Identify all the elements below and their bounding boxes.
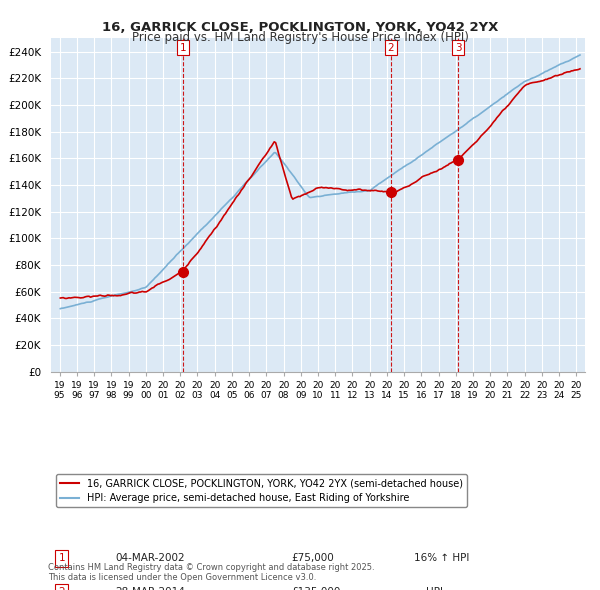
Text: ≈ HPI: ≈ HPI (414, 586, 443, 590)
Text: 1: 1 (58, 553, 65, 563)
Text: 04-MAR-2002: 04-MAR-2002 (115, 553, 185, 563)
Text: 16, GARRICK CLOSE, POCKLINGTON, YORK, YO42 2YX: 16, GARRICK CLOSE, POCKLINGTON, YORK, YO… (102, 21, 498, 34)
Text: 16% ↑ HPI: 16% ↑ HPI (414, 553, 469, 563)
Text: £135,000: £135,000 (292, 586, 341, 590)
Legend: 16, GARRICK CLOSE, POCKLINGTON, YORK, YO42 2YX (semi-detached house), HPI: Avera: 16, GARRICK CLOSE, POCKLINGTON, YORK, YO… (56, 474, 467, 507)
Text: 2: 2 (58, 586, 65, 590)
Text: 3: 3 (455, 42, 462, 53)
Text: £75,000: £75,000 (292, 553, 334, 563)
Text: Price paid vs. HM Land Registry's House Price Index (HPI): Price paid vs. HM Land Registry's House … (131, 31, 469, 44)
Text: 1: 1 (180, 42, 187, 53)
Text: 28-MAR-2014: 28-MAR-2014 (115, 586, 185, 590)
Text: 2: 2 (388, 42, 394, 53)
Text: Contains HM Land Registry data © Crown copyright and database right 2025.
This d: Contains HM Land Registry data © Crown c… (48, 563, 374, 582)
